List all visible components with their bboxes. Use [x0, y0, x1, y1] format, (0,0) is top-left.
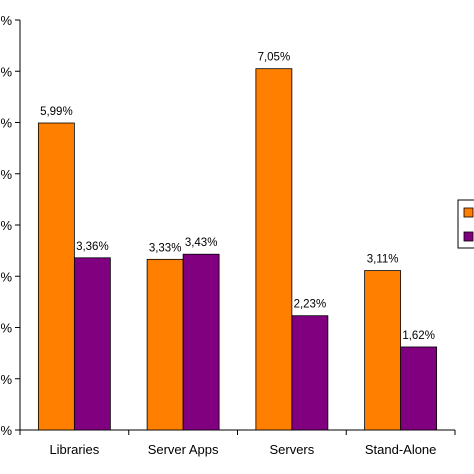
bar [400, 346, 438, 431]
bar [146, 258, 184, 431]
x-tick-label: Libraries [49, 442, 99, 457]
bar [182, 253, 220, 431]
data-label: 3,11% [367, 254, 399, 266]
bar [291, 315, 329, 431]
data-label: 1,62% [402, 330, 435, 342]
y-tick-label: % [0, 116, 12, 131]
data-label: 2,23% [294, 299, 327, 311]
y-tick-label: % [0, 64, 12, 79]
x-tick-label: Server Apps [148, 442, 219, 457]
data-label: 5,99% [40, 106, 73, 118]
data-label: 3,33% [149, 242, 182, 254]
y-tick-label: % [0, 269, 12, 284]
y-tick-label: % [0, 218, 12, 233]
legend [457, 199, 474, 249]
legend-swatch [463, 231, 474, 242]
y-tick-label: % [0, 13, 12, 28]
y-tick-label: % [0, 167, 12, 182]
legend-swatch [463, 207, 474, 218]
data-label: 3,36% [76, 241, 109, 253]
x-tick-label: Servers [269, 442, 314, 457]
bar [73, 257, 111, 431]
data-label: 7,05% [258, 52, 291, 64]
y-tick-label: % [0, 423, 12, 438]
y-tick-label: % [0, 321, 12, 336]
axes: %%%%%%%%% Libraries Server Apps Servers Stan… [0, 13, 456, 457]
data-label: 3,43% [185, 237, 218, 249]
data-labels: 5,99% 3,36% 3,33% 3,43% 7,05% 2,23% 3,11% 1,62% [40, 52, 435, 342]
bar [364, 270, 402, 431]
bar [255, 68, 293, 431]
y-tick-label: % [0, 372, 12, 387]
bars [37, 68, 438, 431]
x-tick-label: Stand-Alone [365, 442, 437, 457]
bar [37, 122, 75, 431]
